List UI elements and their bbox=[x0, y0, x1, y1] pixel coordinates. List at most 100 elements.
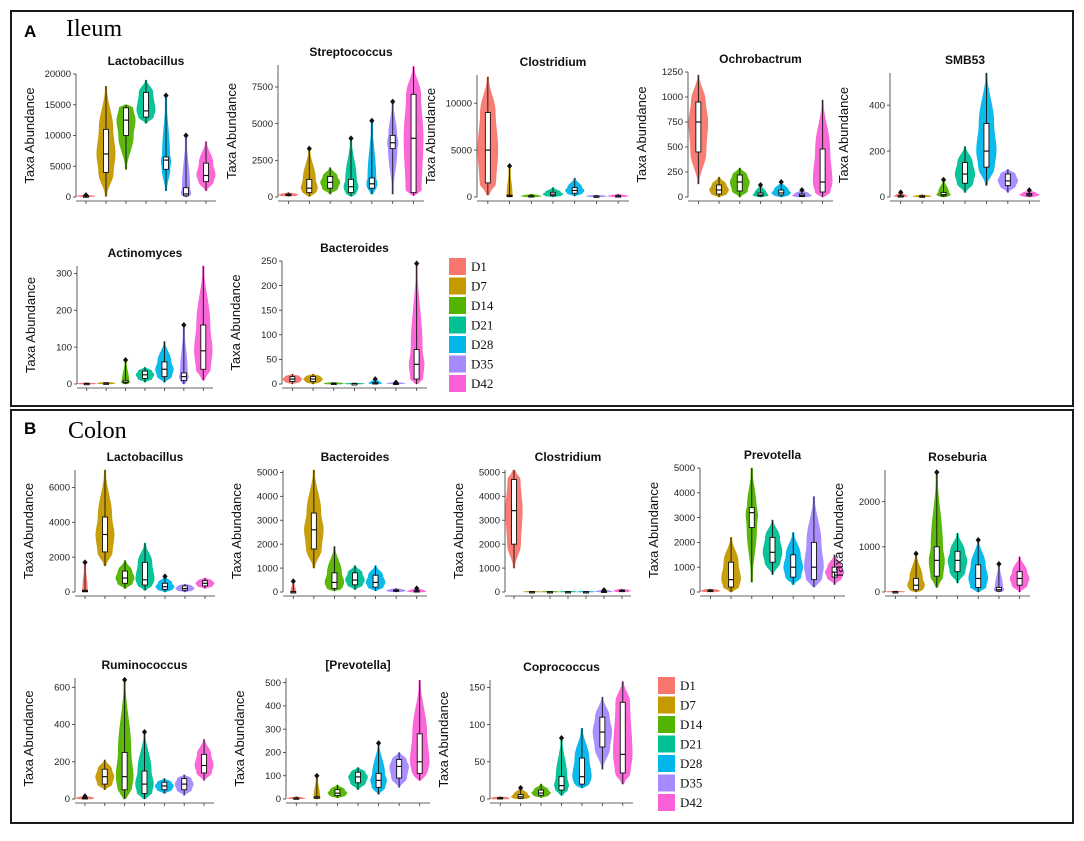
violin-d42 bbox=[408, 260, 425, 391]
box bbox=[372, 574, 379, 588]
violin-d1 bbox=[700, 588, 721, 599]
chart-a-actinomyces: Actinomyces 0 100 200 300 Taxa Abundance bbox=[23, 246, 213, 391]
violin-d42 bbox=[403, 66, 424, 204]
violin-d21 bbox=[348, 767, 368, 806]
y-tick-label: 2000 bbox=[859, 497, 880, 508]
violin-d7 bbox=[96, 381, 116, 391]
legend-swatch-d1 bbox=[658, 677, 675, 694]
y-tick-label: 0 bbox=[67, 379, 72, 390]
violin-d14 bbox=[324, 546, 345, 599]
violin-d28 bbox=[771, 179, 791, 204]
legend-swatch-d7 bbox=[658, 696, 675, 714]
y-tick-label: 0 bbox=[875, 587, 880, 598]
outlier-point bbox=[82, 559, 88, 566]
y-tick-label: 250 bbox=[667, 167, 683, 178]
box bbox=[203, 162, 209, 183]
outlier-point bbox=[558, 735, 565, 742]
violin-d21 bbox=[558, 591, 578, 599]
violin-d42 bbox=[607, 193, 629, 204]
violin-d1 bbox=[278, 192, 299, 204]
outlier-point bbox=[82, 793, 88, 800]
violin-d21 bbox=[954, 146, 976, 204]
legend-label-d42: D42 bbox=[680, 795, 702, 810]
legend-label-d35: D35 bbox=[680, 776, 702, 791]
outlier-point bbox=[348, 135, 354, 142]
violin-d21 bbox=[752, 182, 769, 204]
outlier-point bbox=[369, 117, 375, 124]
violin-d28 bbox=[968, 537, 988, 599]
violin-d42 bbox=[613, 588, 631, 599]
y-axis-label: Taxa Abundance bbox=[23, 277, 38, 373]
outlier-point bbox=[1026, 187, 1032, 194]
box bbox=[975, 564, 982, 588]
violin-d28 bbox=[154, 778, 174, 806]
violin-d21 bbox=[343, 135, 359, 204]
violin-d7 bbox=[522, 591, 542, 599]
violin-d7 bbox=[304, 469, 324, 599]
violin-d21 bbox=[135, 728, 154, 806]
violin-d35 bbox=[993, 560, 1005, 599]
box bbox=[913, 577, 920, 591]
legend-panel-a: D1 D7 D14 D21 D28 D35 D42 bbox=[449, 258, 494, 392]
violin-d1 bbox=[287, 796, 306, 806]
y-tick-label: 200 bbox=[265, 748, 281, 759]
y-axis-label: Taxa Abundance bbox=[423, 88, 438, 184]
y-tick-label: 4000 bbox=[479, 492, 500, 503]
box bbox=[748, 507, 755, 528]
violin-d7 bbox=[912, 194, 932, 204]
legend-swatch-d42 bbox=[449, 375, 466, 392]
y-tick-label: 0 bbox=[678, 192, 683, 203]
outlier-point bbox=[518, 784, 524, 791]
violin-d28 bbox=[160, 92, 172, 204]
panel-b-letter: B bbox=[24, 419, 37, 438]
outlier-point bbox=[898, 189, 904, 196]
legend-panel-b: D1 D7 D14 D21 D28 D35 D42 bbox=[658, 677, 703, 811]
y-tick-label: 6000 bbox=[49, 483, 70, 494]
box bbox=[511, 479, 517, 545]
chart-b-prevotella: [Prevotella] 0 100 200 300 400 500 Taxa Abundan… bbox=[232, 658, 430, 806]
y-tick-label: 1000 bbox=[479, 563, 500, 574]
outlier-point bbox=[372, 376, 378, 383]
box bbox=[163, 156, 169, 170]
chart-b-bacteroides: Bacteroides 0 1000 2000 3000 4000 5000 Taxa Abu… bbox=[229, 450, 427, 599]
violin-d35 bbox=[174, 774, 194, 806]
outlier-point bbox=[83, 192, 89, 199]
legend-swatch-d21 bbox=[449, 316, 466, 334]
box bbox=[736, 174, 743, 192]
chart-a-clostridium: Clostridium 0 5000 10000 Taxa Abundance bbox=[423, 55, 629, 204]
violin-d28 bbox=[155, 341, 174, 391]
y-tick-label: 1000 bbox=[662, 92, 683, 103]
chart-a-smb53: SMB53 0 200 400 Taxa Abundance bbox=[836, 53, 1040, 204]
violin-d42 bbox=[194, 265, 213, 391]
violin-d35 bbox=[791, 187, 812, 204]
violin-d42 bbox=[1019, 187, 1040, 204]
violin-d35 bbox=[997, 169, 1019, 204]
y-axis-label: Taxa Abundance bbox=[451, 483, 466, 579]
y-axis-label: Taxa Abundance bbox=[21, 483, 36, 579]
violin-d28 bbox=[572, 728, 592, 806]
legend-label-d21: D21 bbox=[680, 737, 702, 752]
violin-d35 bbox=[804, 496, 824, 599]
violin-d35 bbox=[180, 132, 192, 204]
violin-d28 bbox=[370, 740, 387, 806]
outlier-point bbox=[314, 772, 320, 779]
y-tick-label: 5000 bbox=[451, 145, 472, 156]
box bbox=[790, 554, 797, 578]
legend-label-d42: D42 bbox=[471, 376, 493, 391]
chart-title: Ruminococcus bbox=[101, 658, 187, 672]
outlier-point bbox=[940, 176, 947, 183]
violin-d1 bbox=[77, 382, 97, 391]
violin-d14 bbox=[120, 357, 131, 391]
y-tick-label: 4000 bbox=[674, 488, 695, 499]
y-tick-label: 20000 bbox=[45, 69, 71, 80]
chart-b-clostridium: Clostridium 0 1000 2000 3000 4000 5000 Taxa Abu… bbox=[451, 450, 631, 599]
violin-d1 bbox=[282, 373, 303, 391]
violin-d42 bbox=[613, 681, 633, 806]
outlier-point bbox=[393, 379, 399, 386]
legend-swatch-d14 bbox=[658, 716, 675, 733]
violin-d7 bbox=[721, 537, 741, 599]
y-tick-label: 15000 bbox=[45, 100, 71, 111]
box bbox=[416, 733, 423, 774]
outlier-point bbox=[996, 560, 1002, 567]
box bbox=[933, 546, 940, 577]
